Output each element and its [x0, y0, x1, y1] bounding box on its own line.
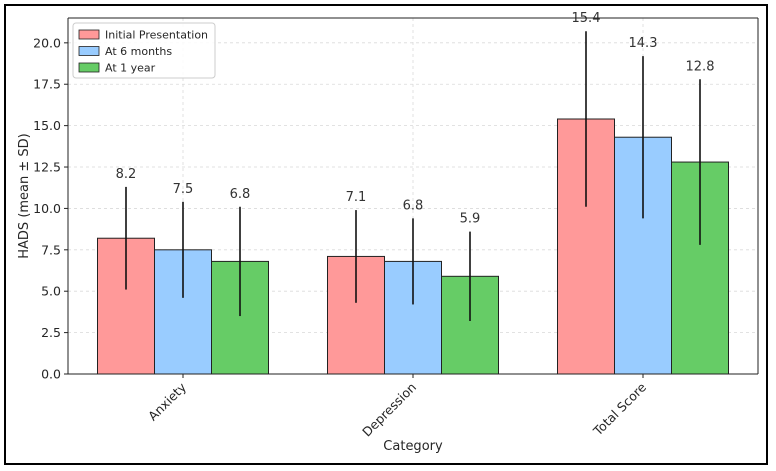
- data-label: 6.8: [230, 187, 251, 202]
- data-label: 8.2: [116, 167, 137, 182]
- data-label: 6.8: [403, 198, 424, 213]
- x-tick-label: Anxiety: [145, 379, 190, 424]
- y-tick-label: 5.0: [41, 284, 61, 299]
- y-axis-title: HADS (mean ± SD): [17, 133, 32, 259]
- x-axis-title: Category: [383, 439, 443, 454]
- data-label: 15.4: [572, 11, 601, 26]
- x-tick-label: Total Score: [590, 379, 650, 439]
- y-tick-label: 17.5: [33, 77, 61, 92]
- legend-swatch: [78, 29, 100, 40]
- legend-label: At 1 year: [105, 62, 156, 75]
- y-tick-label: 2.5: [41, 325, 61, 340]
- data-labels: 8.2 7.1 15.4 7.5 6.8 14.3 6.8 5.9 12.8: [116, 11, 715, 226]
- legend-label: Initial Presentation: [105, 29, 208, 42]
- data-label: 12.8: [686, 59, 715, 74]
- y-tick-label: 10.0: [33, 201, 61, 216]
- data-label: 7.1: [346, 190, 367, 205]
- y-tick-label: 7.5: [41, 242, 61, 257]
- data-label: 7.5: [173, 182, 194, 197]
- legend-swatch: [78, 62, 100, 73]
- y-tick-label: 12.5: [33, 160, 61, 175]
- y-tick-label: 15.0: [33, 118, 61, 133]
- y-tick-label: 20.0: [33, 35, 61, 50]
- legend-label: At 6 months: [105, 45, 172, 58]
- error-bars: [125, 31, 701, 322]
- legend-box: [72, 22, 216, 79]
- legend: Initial Presentation At 6 months At 1 year: [72, 22, 216, 79]
- x-tick-label: Depression: [359, 380, 419, 440]
- data-label: 5.9: [460, 212, 481, 227]
- legend-swatch: [78, 46, 100, 56]
- y-tick-label: 0.0: [41, 367, 61, 382]
- bar-anxiety-series-2: [211, 260, 269, 375]
- data-label: 14.3: [629, 36, 658, 51]
